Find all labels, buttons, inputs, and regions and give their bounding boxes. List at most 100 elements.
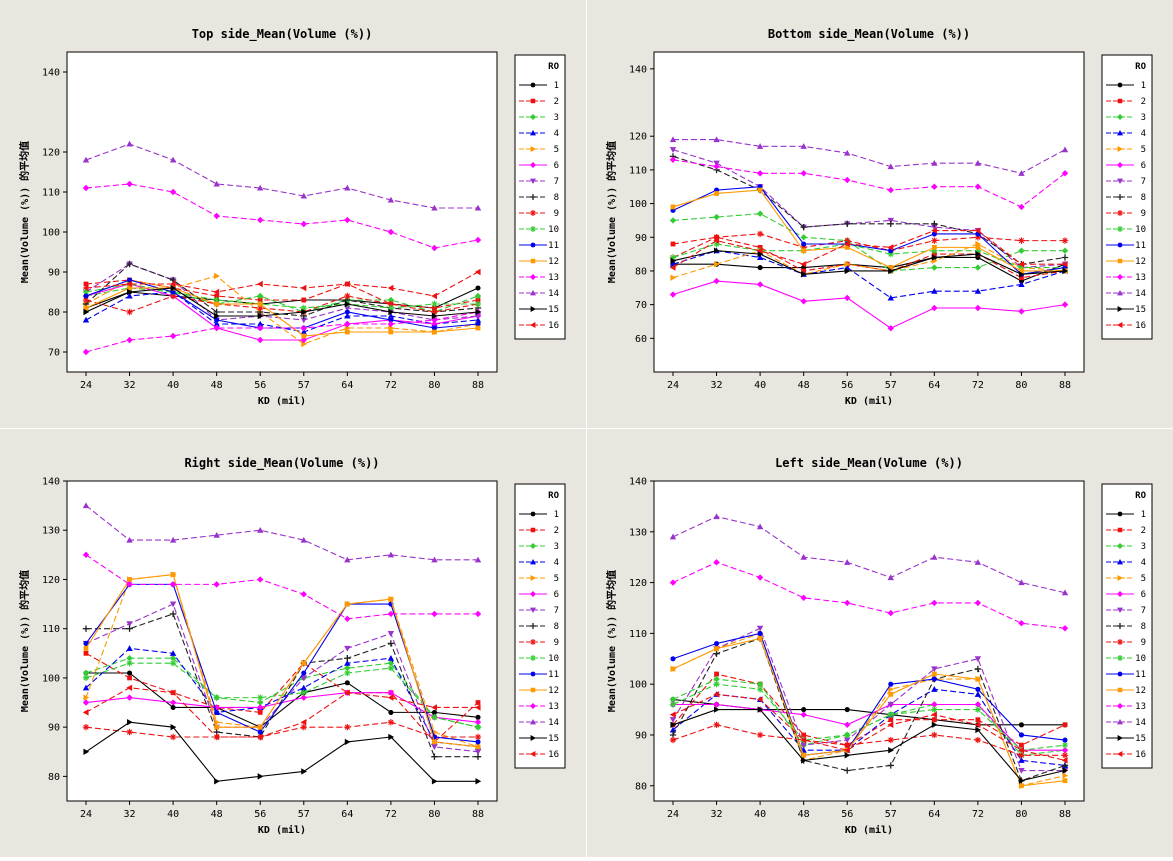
data-point [213,320,220,327]
legend-marker [1117,194,1123,200]
data-point [169,655,177,662]
legend-entry: 9 [519,209,559,219]
data-point [344,556,351,563]
data-point [800,261,807,268]
data-point [887,701,894,708]
legend-marker [530,703,536,709]
legend-marker [1117,130,1123,136]
legend-entry: 13 [519,273,559,283]
legend-label: 16 [1135,321,1146,331]
legend-entry: 2 [519,97,559,107]
legend-label: 5 [1141,145,1146,155]
legend-entry: 16 [1106,750,1146,760]
legend-marker [1117,735,1123,741]
data-point [713,136,720,143]
data-point [757,630,763,636]
data-point [126,536,133,543]
data-point [669,579,677,586]
legend-marker [530,162,536,168]
data-point [83,305,89,311]
data-point [126,260,133,268]
x-tick-label: 40 [167,380,179,391]
data-point [756,254,764,261]
legend-marker [530,719,536,725]
chart-title: Left side_Mean(Volume (%)) [775,456,963,471]
legend-marker [1117,242,1123,248]
y-tick-label: 60 [635,334,647,345]
y-tick-label: 110 [42,188,60,199]
y-tick-label: 110 [629,629,647,640]
legend-label: 10 [1135,225,1146,235]
data-point [474,753,482,760]
legend-marker [530,639,536,645]
legend-marker [1117,226,1123,232]
data-point [800,736,807,744]
data-point [169,689,176,696]
series-line [85,295,479,313]
x-tick-label: 24 [80,809,92,820]
legend-marker [530,591,536,597]
data-point [474,733,482,741]
x-tick-label: 24 [80,380,92,391]
legend-marker [530,735,536,741]
legend-label: 16 [548,750,559,760]
y-tick-label: 80 [635,781,647,792]
data-point [1018,271,1025,278]
chart-panel-2: Bottom side_Mean(Volume (%)) 60 70 80 90 100 1… [587,0,1173,428]
legend-entry: 12 [1106,686,1146,696]
data-point [974,721,981,729]
data-point [1018,237,1025,244]
x-tick-label: 64 [928,380,940,391]
legend-entry: 7 [519,606,559,616]
legend-label: 12 [548,686,559,696]
series-line [85,287,479,337]
data-point [257,216,264,224]
data-point [475,739,481,745]
data-point [213,308,220,316]
data-point [387,300,395,308]
x-tick-label: 40 [754,380,766,391]
data-point [344,300,351,308]
y-tick-label: 120 [42,148,60,159]
data-point [669,136,677,143]
data-point [1018,247,1025,254]
data-point [169,733,177,741]
data-point [1061,237,1069,244]
data-point [387,284,394,292]
data-point [756,574,764,581]
x-tick-label: 80 [428,809,440,820]
data-point [1019,742,1024,748]
legend-label: 4 [1141,558,1146,568]
series-12 [83,572,481,750]
legend-entry: 9 [1106,638,1146,648]
x-axis-label: KD (mil) [845,395,893,407]
legend-marker [1117,719,1123,725]
x-tick-label: 32 [124,380,136,391]
legend-label: 15 [1135,305,1146,315]
chart-svg-2: Bottom side_Mean(Volume (%)) 60 70 80 90 100 1… [605,27,1153,407]
data-point [888,267,894,275]
legend-entry: 16 [1106,321,1146,331]
data-point [888,681,894,687]
x-tick-label: 88 [472,809,484,820]
data-point [844,741,851,749]
data-point [213,733,220,741]
data-point [1062,722,1068,728]
data-point [931,227,937,234]
series-15 [670,247,1069,278]
data-point [713,675,720,683]
data-point [756,230,764,238]
data-point [83,308,90,316]
data-point [756,247,763,254]
data-point [431,714,438,721]
legend-entry: 7 [1106,177,1146,187]
data-point [714,646,719,652]
data-point [214,778,220,785]
legend-entry: 13 [519,702,559,712]
y-tick-label: 140 [42,68,60,79]
legend-entry: 14 [519,718,559,728]
data-point [83,645,89,651]
y-tick-label: 90 [635,233,647,244]
data-point [713,701,720,708]
